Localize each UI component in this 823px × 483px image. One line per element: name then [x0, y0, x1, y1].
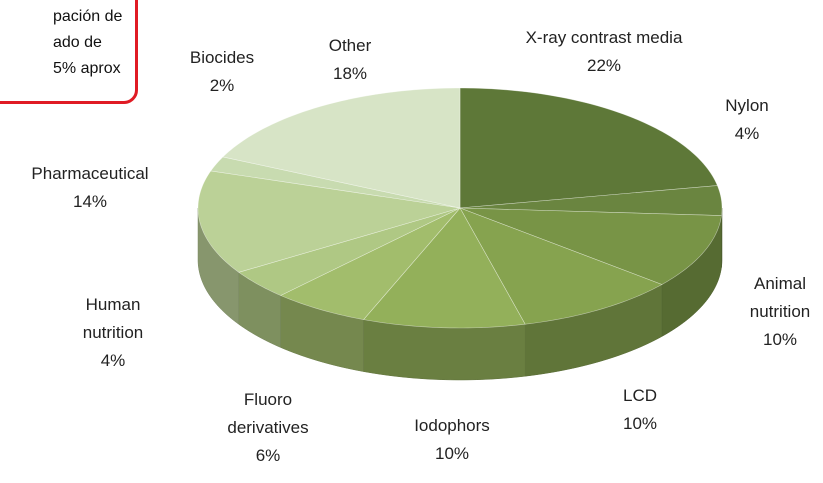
category-name: Pharmaceutical [31, 164, 149, 183]
category-name: Other [328, 36, 372, 55]
category-name: Biocides [189, 48, 255, 67]
slice [222, 87, 461, 209]
slice [459, 185, 723, 216]
value-label: 10% [762, 330, 798, 349]
slice-label: LCD 10% [600, 382, 680, 438]
annotation-line: pación de [53, 8, 123, 25]
value-label: 18% [332, 64, 368, 83]
slice-label: Other 18% [320, 32, 380, 88]
value-label: 10% [434, 444, 470, 463]
category-name: Nylon [725, 96, 769, 115]
slice [459, 87, 718, 209]
value-label: 10% [622, 414, 658, 433]
annotation-box: pación de ado de 5% aprox [0, 0, 138, 104]
slice-label: Iodophors 10% [397, 412, 507, 468]
slice-label: Human nutrition 4% [68, 291, 158, 375]
annotation-line: ado de [53, 34, 102, 51]
category-name: X-ray contrast media [525, 28, 683, 47]
slice [210, 156, 461, 209]
value-label: 2% [209, 76, 235, 95]
category-name: LCD [622, 386, 657, 405]
slice-side [363, 319, 526, 381]
value-label: 4% [734, 124, 760, 143]
value-label: 22% [586, 56, 622, 75]
slice [459, 207, 722, 285]
slice [459, 207, 663, 325]
category-name: Fluoro derivatives [227, 390, 309, 437]
category-name: Animal nutrition [749, 274, 811, 321]
slice [362, 207, 526, 329]
slice [197, 170, 461, 273]
slice-label: Biocides 2% [177, 44, 267, 100]
category-name: Iodophors [414, 416, 490, 435]
slice-label: Fluoro derivatives 6% [208, 386, 328, 470]
value-label: 14% [72, 192, 108, 211]
slice-label: Nylon 4% [707, 92, 787, 148]
slice-label: Animal nutrition 10% [735, 270, 823, 354]
annotation-line: 5% aprox [53, 60, 121, 77]
slice [238, 207, 461, 296]
value-label: 6% [255, 446, 281, 465]
slice-label: X-ray contrast media 22% [524, 24, 684, 80]
category-name: Human nutrition [82, 295, 144, 342]
slice [279, 207, 461, 320]
value-label: 4% [100, 351, 126, 370]
slice-label: Pharmaceutical 14% [15, 160, 165, 216]
